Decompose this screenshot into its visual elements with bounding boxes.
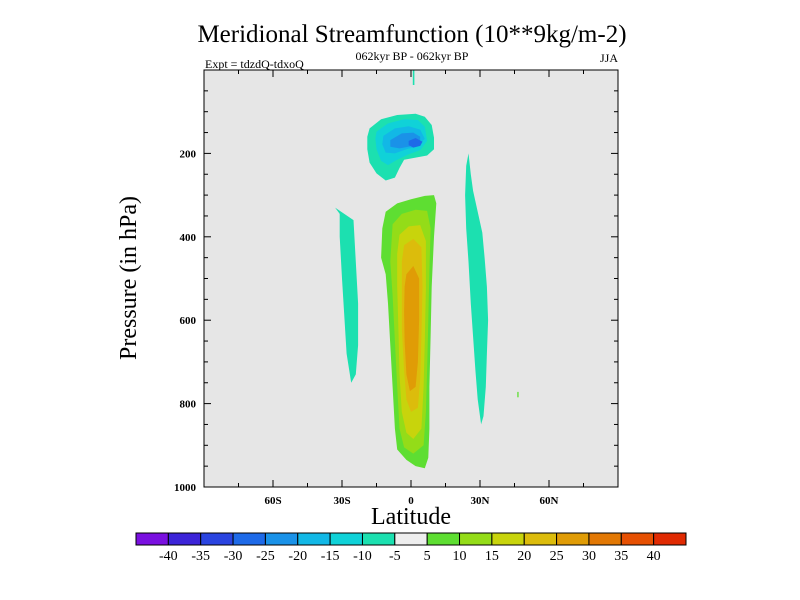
colorbar-label: -5 (389, 549, 401, 564)
y-tick-label: 600 (180, 315, 197, 327)
y-tick-label: 400 (180, 232, 197, 244)
x-tick-label: 60S (264, 495, 281, 507)
colorbar (135, 532, 687, 546)
axis-ticks (204, 70, 618, 488)
colorbar-box (264, 532, 299, 546)
plot-area (203, 69, 619, 488)
contour-tropopause-filament (412, 70, 415, 85)
y-tick-label: 200 (180, 148, 197, 160)
colorbar-box (167, 532, 202, 546)
x-tick-label: 60N (540, 495, 559, 507)
colorbar-box (556, 532, 590, 546)
y-tick-label: 1000 (174, 482, 197, 494)
colorbar-box (297, 532, 331, 546)
colorbar-label: 15 (485, 549, 499, 564)
colorbar-label: 20 (517, 549, 531, 564)
contour-north-hadley-outer (465, 153, 489, 425)
x-tick-label: 0 (408, 495, 414, 507)
colorbar-box (361, 532, 396, 546)
colorbar-box (523, 532, 558, 546)
colorbar-box (620, 532, 655, 546)
colorbar-labels: -40 -35 -30 -25 -20 -15 -10 -5 5 10 15 20 25 30 35 40 (159, 549, 661, 564)
colorbar-label: 10 (453, 549, 467, 564)
colorbar-label: 5 (424, 549, 431, 564)
y-tick-labels: 200 400 600 800 1000 (174, 148, 197, 494)
colorbar-label: -15 (321, 549, 340, 564)
contour-fills (335, 70, 519, 469)
x-axis-label: Latitude (371, 504, 451, 530)
contour-small-blob-60N (517, 391, 519, 398)
colorbar-box (491, 532, 525, 546)
subtitle-experiment: Expt = tdzdQ-tdxoQ (205, 57, 304, 71)
colorbar-label: -10 (353, 549, 372, 564)
y-tick-label: 800 (180, 399, 197, 411)
colorbar-box (426, 532, 461, 546)
subtitle-season: JJA (600, 51, 618, 65)
contour-upper-cell-25 (408, 138, 423, 148)
chart-title: Meridional Streamfunction (10**9kg/m-2) (197, 21, 626, 48)
colorbar-box (329, 532, 363, 546)
x-tick-label: 30N (471, 495, 490, 507)
colorbar-label: 40 (647, 549, 661, 564)
colorbar-box (653, 532, 687, 546)
colorbar-label: -30 (224, 549, 243, 564)
colorbar-label: -40 (159, 549, 178, 564)
colorbar-box (588, 532, 622, 546)
x-tick-labels: 60S 30S 0 30N 60N (264, 495, 558, 507)
colorbar-box (394, 532, 428, 546)
contour-main-cell-25 (404, 266, 420, 392)
colorbar-label: 35 (614, 549, 628, 564)
y-axis-label: Pressure (in hPa) (116, 196, 142, 360)
subtitle-period: 062kyr BP - 062kyr BP (356, 49, 469, 63)
colorbar-label: -25 (256, 549, 275, 564)
colorbar-box (459, 532, 493, 546)
colorbar-label: 25 (550, 549, 564, 564)
colorbar-box (200, 532, 234, 546)
colorbar-box (135, 532, 169, 546)
colorbar-label: 30 (582, 549, 596, 564)
x-tick-label: 30S (333, 495, 350, 507)
colorbar-box (232, 532, 266, 546)
colorbar-label: -35 (191, 549, 210, 564)
contour-south-hadley-outer (335, 207, 359, 383)
colorbar-label: -20 (288, 549, 307, 564)
